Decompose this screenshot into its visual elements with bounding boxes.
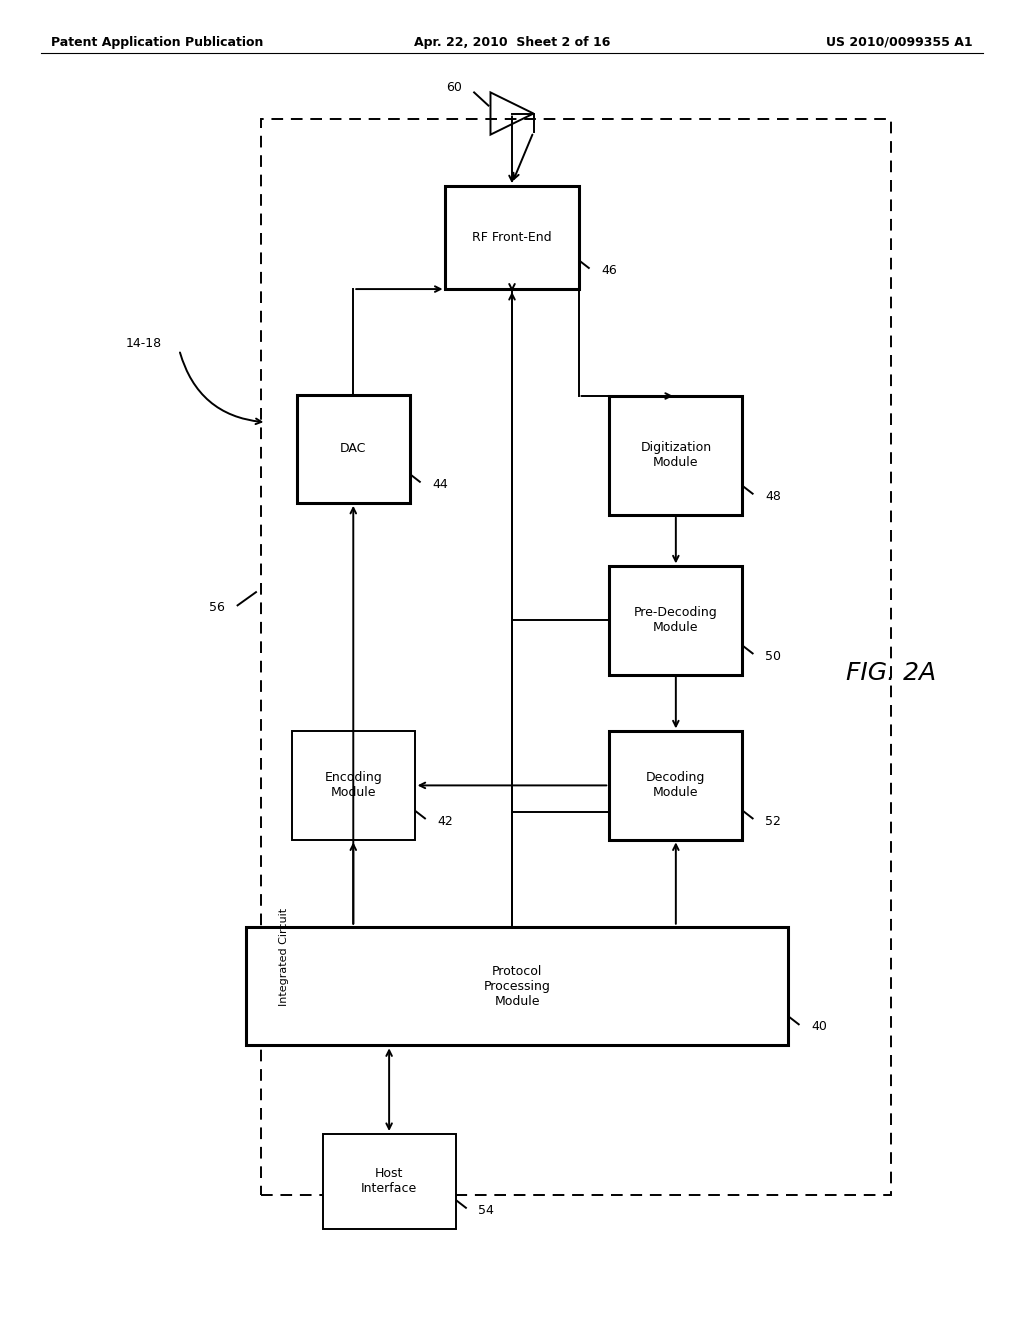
Text: Digitization
Module: Digitization Module (640, 441, 712, 470)
Text: Pre-Decoding
Module: Pre-Decoding Module (634, 606, 718, 635)
Text: Encoding
Module: Encoding Module (325, 771, 382, 800)
Bar (261, 119, 891, 1195)
Text: 56: 56 (209, 602, 225, 615)
Text: Host
Interface: Host Interface (361, 1167, 417, 1196)
Text: 52: 52 (765, 814, 781, 828)
Text: Decoding
Module: Decoding Module (646, 771, 706, 800)
Bar (609, 566, 742, 675)
Text: Protocol
Processing
Module: Protocol Processing Module (483, 965, 551, 1007)
Text: Patent Application Publication: Patent Application Publication (51, 36, 263, 49)
Bar (609, 731, 742, 840)
Text: 42: 42 (437, 814, 453, 828)
Bar (609, 396, 742, 515)
Text: DAC: DAC (340, 442, 367, 455)
Text: Apr. 22, 2010  Sheet 2 of 16: Apr. 22, 2010 Sheet 2 of 16 (414, 36, 610, 49)
Bar (445, 186, 579, 289)
Text: 14-18: 14-18 (125, 337, 162, 350)
Text: RF Front-End: RF Front-End (472, 231, 552, 244)
Text: 50: 50 (765, 649, 781, 663)
Text: 48: 48 (765, 490, 781, 503)
Text: 60: 60 (445, 81, 462, 94)
Bar (297, 395, 410, 503)
Text: 54: 54 (478, 1204, 495, 1217)
Text: 44: 44 (432, 478, 447, 491)
Text: Integrated Circuit: Integrated Circuit (279, 908, 289, 1006)
Text: FIG. 2A: FIG. 2A (846, 661, 936, 685)
Text: 40: 40 (811, 1020, 827, 1034)
Text: US 2010/0099355 A1: US 2010/0099355 A1 (826, 36, 973, 49)
Bar (292, 731, 415, 840)
Bar (246, 927, 788, 1045)
Text: 46: 46 (601, 264, 616, 277)
Bar (323, 1134, 456, 1229)
